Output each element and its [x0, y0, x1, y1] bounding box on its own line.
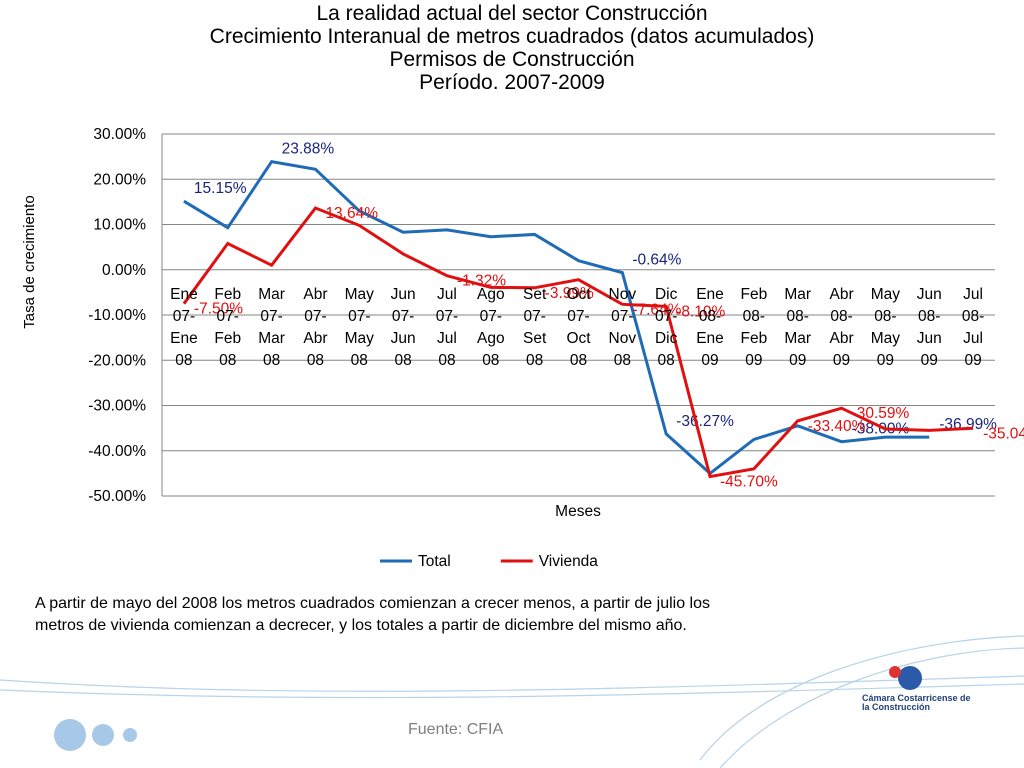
x-tick-label: Jul 07- Jul 08: [435, 286, 459, 369]
y-tick-label: -30.00%: [88, 398, 146, 415]
source: Fuente: CFIA: [408, 721, 504, 738]
x-tick-label: Dic 07- Dic 08: [654, 286, 678, 369]
chart-title: Permisos de Construcción: [389, 48, 635, 71]
data-label: -35.04%: [983, 425, 1024, 442]
data-label: -30.59%: [852, 405, 910, 422]
x-tick-label: Nov 07- Nov 08: [608, 286, 637, 369]
series-line: [183, 160, 930, 476]
series-line: [182, 206, 974, 479]
chart-title: La realidad actual del sector Construcci…: [316, 2, 708, 25]
legend-label: Total: [418, 553, 451, 570]
x-tick-label: Feb 07- Feb 08: [214, 286, 242, 369]
data-label: -33.40%: [808, 418, 866, 435]
data-label: -45.70%: [720, 474, 778, 491]
x-tick-label: Ene 08- Ene 09: [696, 286, 724, 369]
data-label: -1.32%: [457, 273, 506, 290]
y-tick-label: 10.00%: [93, 217, 146, 234]
logo-icon: [898, 666, 922, 690]
data-label: -7.64%: [632, 301, 681, 318]
decor-circle: [92, 724, 114, 746]
data-label: -36.27%: [676, 413, 734, 430]
x-tick-label: Ago 07- Ago 08: [477, 286, 505, 369]
y-axis-title: Tasa de crecimiento: [21, 195, 38, 328]
data-label: -3.99%: [545, 285, 594, 302]
note: A partir de mayo del 2008 los metros cua…: [35, 595, 711, 634]
y-tick-label: -50.00%: [88, 488, 146, 505]
x-axis-title: Meses: [555, 503, 601, 520]
x-tick-label: Abr 07- Abr 08: [303, 286, 328, 369]
data-label: -8.10%: [676, 303, 725, 320]
x-tick-label: Mar 07- Mar 08: [258, 286, 285, 369]
decor-circle: [123, 728, 137, 742]
x-tick-label: Abr 08- Abr 09: [829, 286, 854, 369]
x-tick-label: May 07- May 08: [344, 286, 374, 369]
data-label: -38.00%: [852, 421, 910, 438]
y-tick-label: -40.00%: [88, 443, 146, 460]
decor-circle: [54, 719, 86, 751]
x-tick-label: Mar 08- Mar 09: [784, 286, 812, 369]
data-label: -7.50%: [194, 301, 243, 318]
y-tick-label: 30.00%: [93, 126, 146, 143]
x-tick-label: Set 07- Set 08: [523, 286, 547, 369]
data-label: 13.64%: [325, 205, 378, 222]
y-tick-label: -20.00%: [88, 352, 146, 369]
x-tick-label: May 08- May 09: [870, 286, 901, 369]
logo-icon: [889, 666, 901, 678]
y-tick-label: 20.00%: [93, 171, 146, 188]
x-tick-label: Jun 07- Jun 08: [390, 286, 416, 369]
chart-title: Crecimiento Interanual de metros cuadrad…: [209, 25, 815, 48]
decoration: [0, 635, 1024, 768]
y-tick-label: -10.00%: [88, 307, 146, 324]
data-label: 23.88%: [282, 141, 335, 158]
data-label: -0.64%: [632, 252, 681, 269]
legend-label: Vivienda: [539, 553, 599, 570]
x-tick-label: Jun 08- Jun 09: [916, 286, 942, 369]
x-tick-label: Ene 07- Ene 08: [170, 286, 198, 369]
x-tick-label: Feb 08- Feb 09: [740, 286, 768, 369]
y-tick-label: 0.00%: [102, 262, 146, 279]
x-tick-label: Oct 07- Oct 08: [566, 286, 591, 369]
logo-text: Cámara Costarricense de la Construcción: [862, 693, 971, 712]
x-tick-label: Jul 08- Jul 09: [961, 286, 985, 369]
data-label: 15.15%: [194, 180, 247, 197]
chart-title: Período. 2007-2009: [419, 71, 605, 94]
